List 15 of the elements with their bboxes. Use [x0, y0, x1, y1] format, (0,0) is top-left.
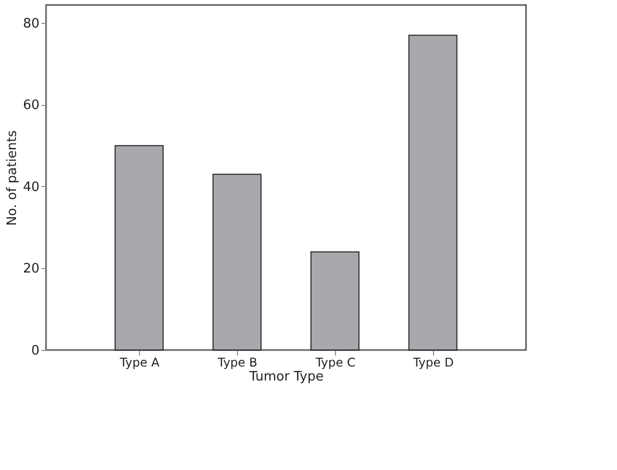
- y-tick-label: 80: [22, 16, 40, 32]
- y-tick-label: 60: [22, 98, 40, 114]
- y-tick-label: 0: [31, 344, 40, 358]
- bar: [408, 34, 458, 350]
- y-axis-title: No. of patients: [4, 130, 20, 226]
- x-tick-label: Type C: [314, 356, 356, 370]
- x-axis-title: Tumor Type: [248, 370, 324, 384]
- x-tick-label: Type D: [412, 356, 454, 370]
- y-tick-label: 20: [22, 262, 40, 277]
- x-tick-label: Type B: [216, 356, 258, 370]
- bar: [310, 251, 360, 350]
- y-tick-label: 40: [22, 180, 40, 195]
- x-tick-label: Type A: [118, 356, 160, 370]
- bar: [114, 145, 164, 350]
- bar: [212, 174, 262, 350]
